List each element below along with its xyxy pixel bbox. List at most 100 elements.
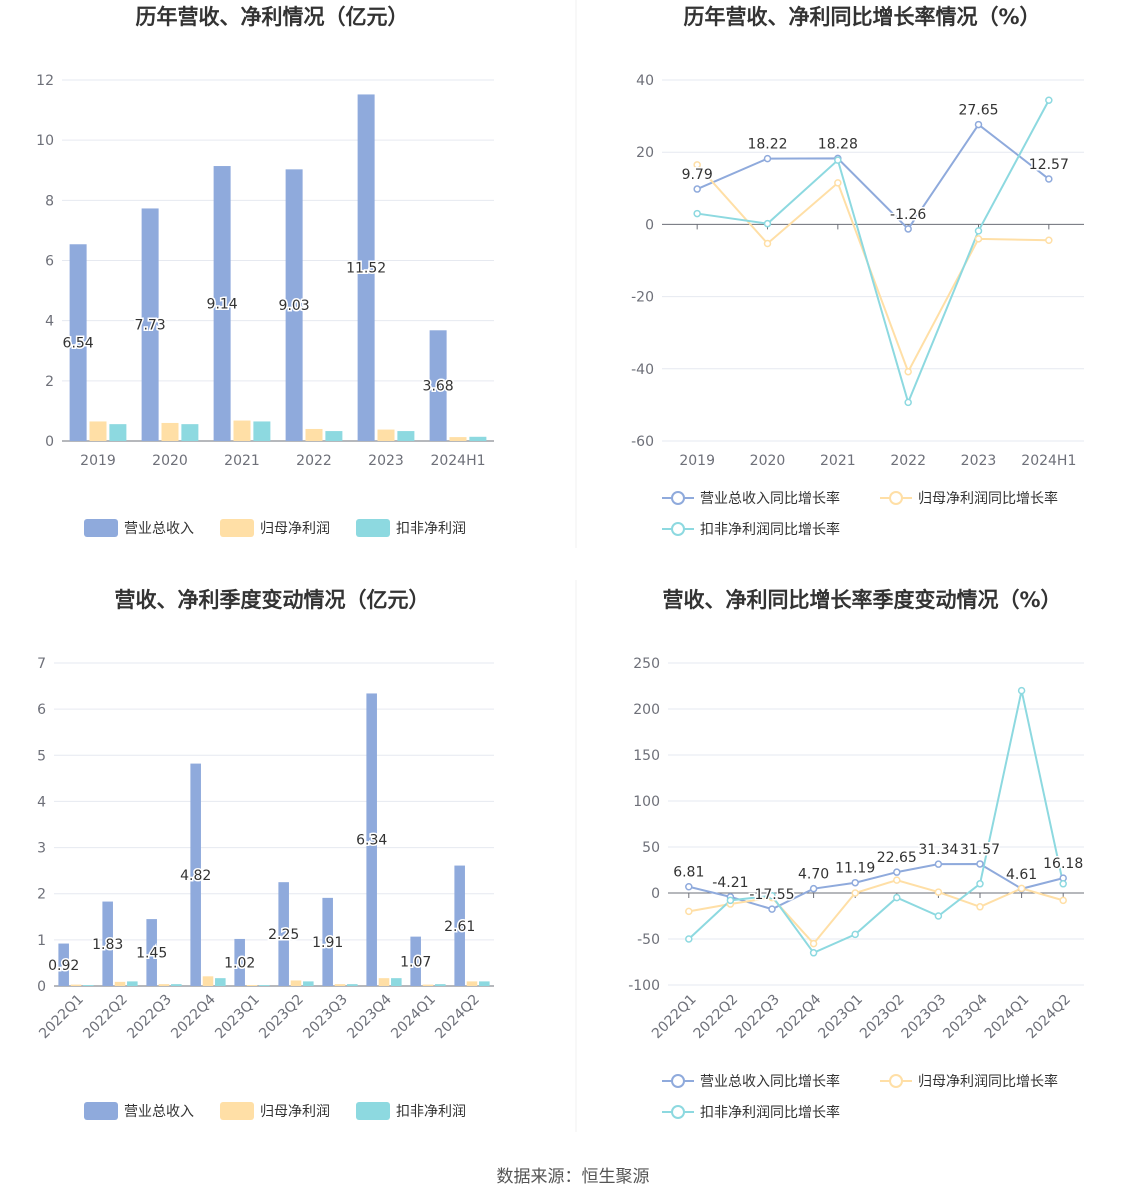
line-deducted-profit-growth <box>688 690 1065 955</box>
line-point-deducted-profit-growth <box>851 930 859 939</box>
legend-marker <box>671 522 685 536</box>
x-tick-label: 2024Q1 <box>982 992 1033 1043</box>
y-tick-label: -100 <box>628 978 660 994</box>
line-data-label: 22.65 <box>877 850 917 866</box>
x-tick-label: 2023Q4 <box>940 991 991 1042</box>
x-tick-label: 2022Q4 <box>168 991 219 1042</box>
bar-deducted-profit <box>347 984 358 986</box>
line-point-parent-profit-growth <box>976 903 984 911</box>
line-point-revenue-growth <box>1045 175 1053 183</box>
bar-revenue <box>146 919 157 986</box>
x-tick-label: 2023Q1 <box>212 992 263 1043</box>
line-point-deducted-profit-growth <box>834 156 842 164</box>
legend-label: 扣非净利润 <box>396 1104 466 1120</box>
y-tick-label: 0 <box>651 886 660 902</box>
chart-title: 历年营收、净利同比增长率情况（%） <box>683 5 1040 29</box>
bar-parent-profit <box>305 428 323 441</box>
line-point-revenue-growth <box>974 120 983 129</box>
legend-label: 扣非净利润 <box>396 521 466 537</box>
line-point-parent-profit-growth <box>851 889 859 897</box>
x-tick-label: 2023Q2 <box>256 992 307 1043</box>
x-tick-label: 2022Q2 <box>80 992 131 1043</box>
x-tick-label: 2019 <box>80 453 116 469</box>
bar-data-label: 9.14 <box>207 297 238 313</box>
bar-parent-profit <box>114 981 126 986</box>
line-point-deducted-profit-growth <box>974 227 983 235</box>
line-point-deducted-profit-growth <box>763 219 772 228</box>
y-tick-label: 12 <box>36 73 54 89</box>
line-point-deducted-profit-growth <box>685 935 693 943</box>
legend-swatch <box>220 519 254 537</box>
bar-parent-profit <box>158 984 170 986</box>
y-tick-label: 10 <box>36 133 54 149</box>
legend-swatch <box>84 1102 118 1120</box>
bar-deducted-profit <box>127 981 138 986</box>
line-point-deducted-profit-growth <box>1045 96 1053 104</box>
line-parent-profit-growth <box>688 879 1064 946</box>
line-point-revenue-growth <box>851 878 859 887</box>
x-tick-label: 2023Q3 <box>300 992 351 1043</box>
y-tick-label: 0 <box>645 217 654 233</box>
bar-revenue <box>234 938 245 986</box>
line-data-label: 18.22 <box>747 137 787 153</box>
line-parent-profit-growth <box>696 164 1049 375</box>
x-tick-label: 2024Q1 <box>388 992 439 1043</box>
legend-label: 营业总收入 <box>124 521 194 537</box>
bar-parent-profit <box>233 420 251 441</box>
line-point-parent-profit-growth <box>685 907 693 916</box>
line-point-deducted-profit-growth <box>1017 686 1026 695</box>
x-tick-label: 2023 <box>961 453 997 469</box>
quarterly-growth-rate-chart: 营收、净利同比增长率季度变动情况（%） -100 -50 0 50 100 150 200 25… <box>628 588 1085 1121</box>
legend-label: 营业总收入同比增长率 <box>700 1073 840 1090</box>
line-revenue-growth <box>688 862 1064 911</box>
line-data-label: 9.79 <box>682 167 713 183</box>
line-point-revenue-growth <box>934 860 943 868</box>
bar-deducted-profit <box>397 431 415 441</box>
line-data-label: -17.55 <box>749 887 794 903</box>
y-tick-label: 6 <box>45 254 54 270</box>
line-point-parent-profit-growth <box>809 939 818 948</box>
bar-revenue <box>102 901 113 986</box>
y-tick-label: 4 <box>37 794 46 810</box>
bar-parent-profit <box>422 984 434 986</box>
x-tick-label: 2021 <box>224 453 260 469</box>
legend-marker <box>671 1105 685 1119</box>
line-data-label: 4.70 <box>798 867 829 883</box>
bar-data-label: 1.91 <box>312 935 343 951</box>
y-tick-label: 2 <box>45 374 54 390</box>
legend-label: 归母净利润同比增长率 <box>918 490 1058 507</box>
chart-title: 历年营收、净利情况（亿元） <box>136 5 409 29</box>
line-data-label: 4.61 <box>1006 867 1037 883</box>
bar-parent-profit <box>378 978 390 986</box>
bar-revenue <box>278 882 289 986</box>
quarterly-revenue-profit-chart: 营收、净利季度变动情况（亿元）012345672022Q12022Q22022Q… <box>36 588 494 1120</box>
x-tick-label: 2022 <box>296 453 332 469</box>
line-data-label: 27.65 <box>958 103 998 119</box>
bar-revenue <box>429 330 447 441</box>
bar-parent-profit <box>466 981 478 986</box>
bar-parent-profit <box>449 437 467 441</box>
y-tick-label: 150 <box>633 748 660 764</box>
bar-deducted-profit <box>391 978 402 986</box>
legend-marker <box>671 491 685 505</box>
line-data-label: -1.26 <box>890 207 926 223</box>
bar-revenue <box>285 169 303 441</box>
bar-revenue <box>366 693 377 986</box>
y-tick-label: 0 <box>37 979 46 995</box>
line-revenue-growth <box>696 123 1050 231</box>
x-tick-label: 2024H1 <box>430 453 485 469</box>
line-point-deducted-profit-growth <box>726 896 735 905</box>
bar-data-label: 7.73 <box>135 318 166 334</box>
line-point-deducted-profit-growth <box>1059 880 1067 888</box>
line-point-deducted-profit-growth <box>904 398 912 407</box>
bar-deducted-profit <box>181 424 199 441</box>
x-tick-label: 2022Q3 <box>124 992 175 1043</box>
bar-parent-profit <box>70 984 82 986</box>
legend-swatch <box>356 1102 390 1120</box>
bar-data-label: 1.02 <box>224 955 255 971</box>
bar-data-label: 2.61 <box>444 919 475 935</box>
line-point-revenue-growth <box>693 185 701 193</box>
bar-parent-profit <box>290 980 302 986</box>
bar-data-label: 11.52 <box>346 261 386 277</box>
bar-parent-profit <box>377 429 395 441</box>
